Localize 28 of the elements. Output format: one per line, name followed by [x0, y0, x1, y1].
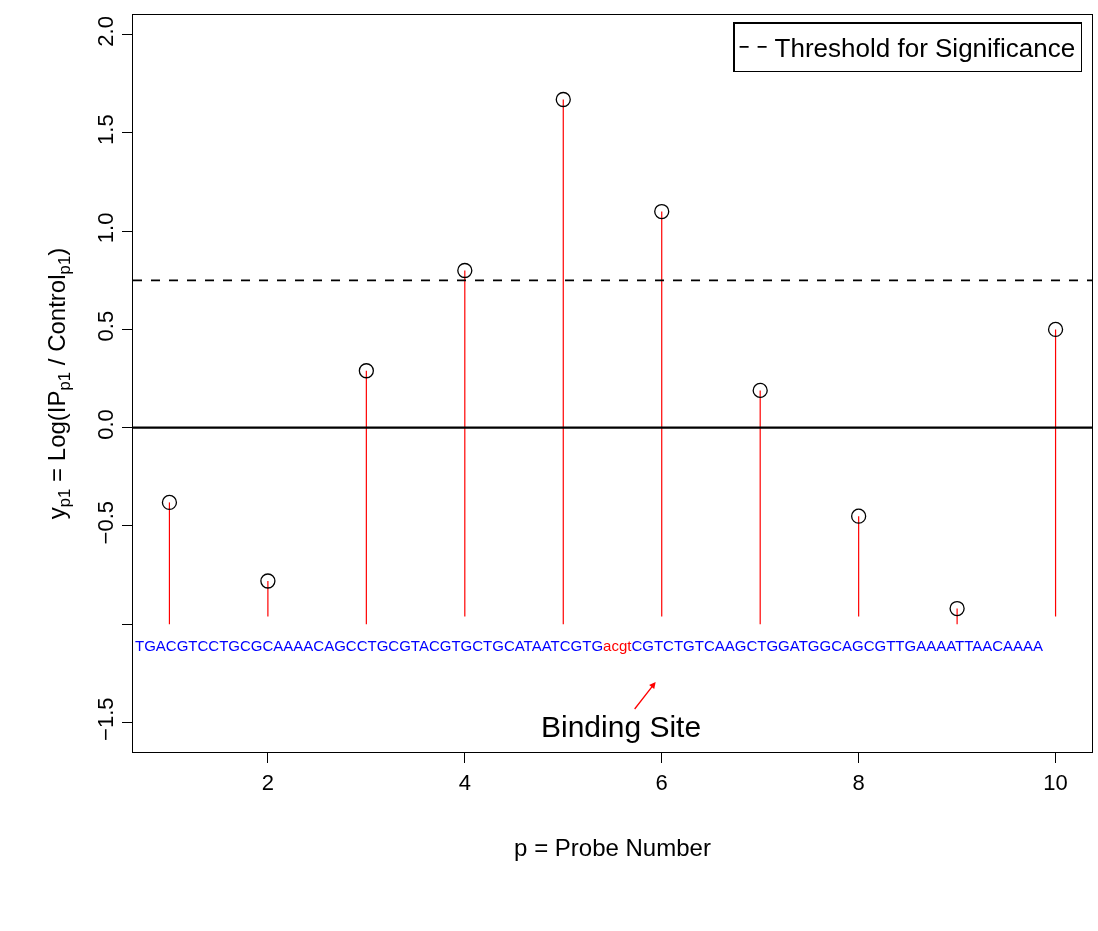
x-tick-label: 8: [852, 769, 865, 795]
x-tick-label: 2: [261, 769, 275, 795]
point: [752, 382, 768, 399]
point: [654, 203, 670, 220]
legend-label: Threshold for Significance: [774, 33, 1076, 64]
point: [161, 494, 178, 511]
annotation: Binding Site: [541, 710, 702, 743]
y-tick-label: 0.5: [93, 310, 119, 342]
y-tick-label: 1.0: [93, 212, 119, 244]
point: [358, 363, 374, 379]
x-tick-label: 4: [458, 769, 471, 795]
annotation: TGACGTCCTGCGCAAAACAGCCTGCGTACGTGCTGCATAATCGTG: [135, 637, 604, 654]
point: [457, 262, 473, 279]
y-tick-label: −1.5: [93, 697, 119, 741]
point: [260, 573, 276, 589]
y-tick-label: 2.0: [93, 16, 119, 47]
point: [555, 91, 571, 108]
point: [949, 600, 965, 617]
point: [1047, 321, 1064, 338]
annotation: CGTCTGTCAAGCTGGATGGCAGCGTTGAAAATTAACAAAA: [631, 637, 1044, 654]
point: [851, 508, 867, 524]
x-tick-label: 6: [655, 769, 668, 795]
y-tick-label: 1.5: [93, 114, 119, 145]
annotation: acgt: [603, 637, 633, 654]
x-tick-label: 10: [1043, 769, 1068, 795]
x-axis-title: p = Probe Number: [514, 833, 711, 861]
y-tick-label: 0.0: [93, 409, 119, 440]
y-tick-label: −0.5: [93, 500, 119, 545]
